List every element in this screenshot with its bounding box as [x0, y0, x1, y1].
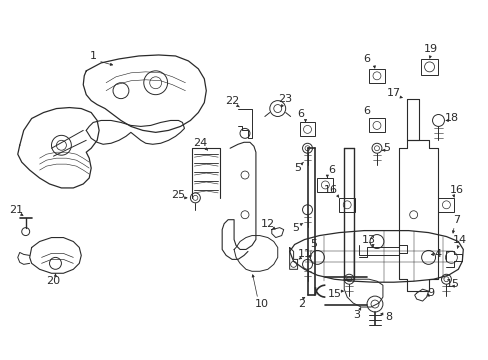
Bar [420, 59, 438, 75]
Text: 20: 20 [46, 276, 61, 286]
Text: 10: 10 [254, 299, 268, 309]
Text: 8: 8 [385, 312, 392, 322]
Text: 25: 25 [171, 190, 185, 200]
Text: 5: 5 [293, 163, 301, 173]
Text: 6: 6 [363, 54, 370, 64]
Text: 2: 2 [297, 299, 305, 309]
Text: 23: 23 [278, 94, 292, 104]
Bar [368, 69, 384, 83]
Text: 4: 4 [434, 249, 441, 260]
Text: 22: 22 [224, 96, 239, 105]
Text: 12: 12 [260, 219, 274, 229]
Bar [438, 198, 453, 212]
Bar [299, 122, 315, 136]
Text: 24: 24 [193, 138, 207, 148]
Text: 15: 15 [445, 279, 458, 289]
Text: 5: 5 [309, 239, 316, 249]
Text: 11: 11 [297, 249, 311, 260]
Text: 6: 6 [327, 165, 334, 175]
Text: 5: 5 [291, 222, 299, 233]
Text: 17: 17 [386, 88, 400, 98]
Text: 3: 3 [353, 310, 360, 320]
Text: 6: 6 [363, 105, 370, 116]
Bar [368, 118, 384, 132]
Text: 14: 14 [452, 234, 467, 244]
Text: 7: 7 [452, 215, 459, 225]
Text: 13: 13 [361, 234, 375, 244]
Text: 21: 21 [9, 205, 23, 215]
Text: 15: 15 [327, 289, 342, 299]
Text: 16: 16 [324, 185, 338, 195]
Text: 16: 16 [448, 185, 463, 195]
Text: 19: 19 [423, 44, 437, 54]
Bar [317, 178, 333, 192]
Bar [339, 198, 354, 212]
Text: 5: 5 [383, 143, 389, 153]
Text: 1: 1 [89, 51, 97, 61]
Text: 18: 18 [445, 113, 459, 123]
Text: 6: 6 [296, 108, 304, 118]
Text: 9: 9 [426, 288, 433, 298]
